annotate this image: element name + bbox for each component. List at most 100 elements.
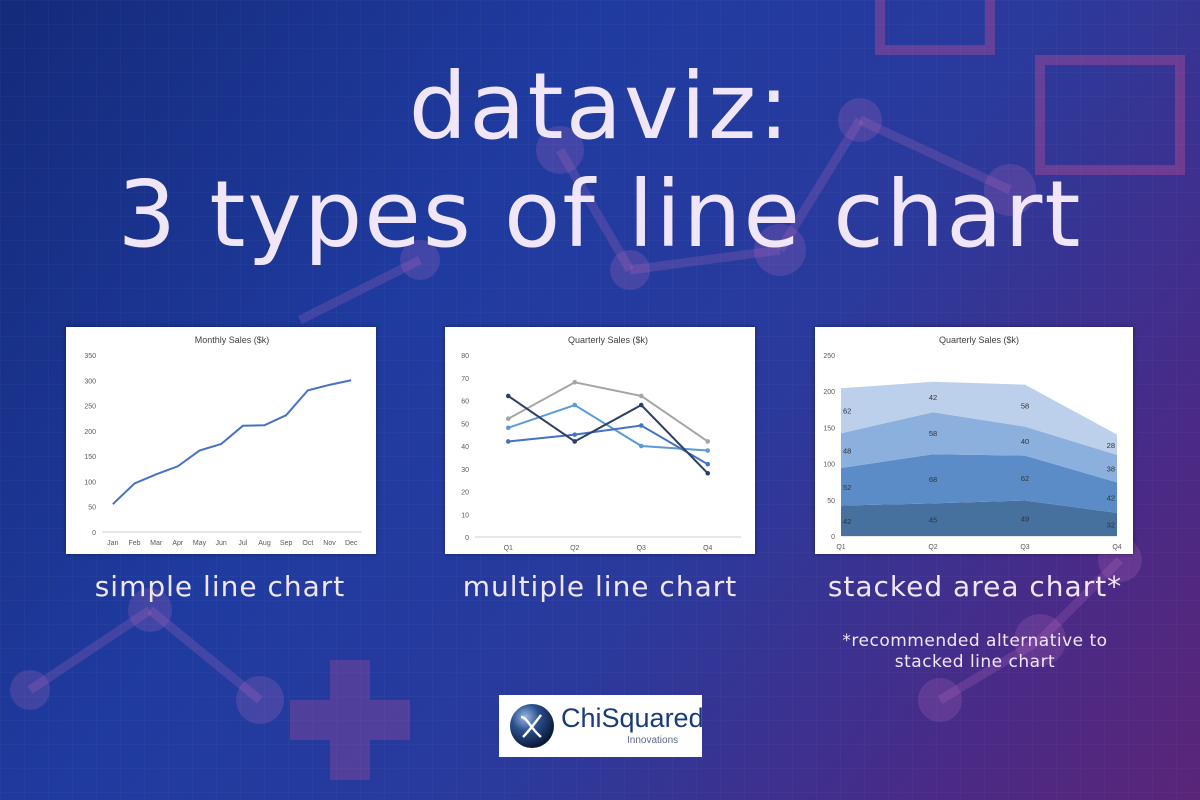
data-point — [638, 423, 644, 428]
data-label: 38 — [1107, 465, 1115, 474]
y-tick-label: 50 — [88, 505, 96, 512]
y-tick-label: 250 — [823, 353, 835, 360]
area-series — [841, 381, 1117, 455]
y-tick-label: 100 — [823, 462, 835, 469]
logo-subtitle: Innovations — [627, 735, 679, 746]
area-series — [841, 454, 1117, 513]
x-tick-label: Jan — [107, 540, 118, 547]
series-line — [507, 403, 708, 452]
logo-name: ChiSquared — [561, 703, 704, 733]
data-point — [638, 443, 644, 449]
y-tick-label: 150 — [84, 454, 96, 461]
y-tick-label: 150 — [823, 425, 835, 432]
y-tick-label: 20 — [461, 490, 469, 497]
multiple-line-chart-panel: Quarterly Sales ($k) 0 10 20 30 40 50 60 70 80 Q1 Q… — [445, 327, 755, 554]
data-label: 28 — [1107, 441, 1115, 450]
y-tick-label: 50 — [827, 498, 835, 505]
data-label: 68 — [929, 475, 937, 484]
data-label: 40 — [1021, 437, 1029, 446]
stacked-area-chart: Quarterly Sales ($k) 0 50 100 150 200 250 Q1 Q2 Q… — [823, 335, 1121, 551]
simple-line-chart-panel: Monthly Sales ($k) 0 50 100 150 200 250 300 350 J… — [66, 327, 376, 554]
y-tick-label: 10 — [461, 512, 469, 519]
caption-stacked-area-chart: stacked area chart* — [827, 570, 1123, 603]
x-tick-label: Q3 — [637, 545, 646, 552]
data-point — [572, 380, 578, 385]
area-series — [841, 500, 1117, 536]
data-label: 62 — [843, 407, 851, 416]
y-tick-label: 200 — [823, 389, 835, 396]
x-tick-label: Q2 — [570, 545, 579, 552]
multiple-line-chart: Quarterly Sales ($k) 0 10 20 30 40 50 60 70 80 Q1 Q… — [461, 335, 741, 552]
x-tick-label: Q1 — [836, 544, 845, 551]
footnote-line-1: *recommended alternative to — [842, 631, 1108, 651]
x-tick-label: Apr — [172, 540, 184, 547]
y-tick-label: 40 — [461, 444, 469, 451]
x-tick-label: Q4 — [703, 545, 712, 552]
data-label: 52 — [843, 483, 851, 492]
data-point — [638, 402, 644, 408]
page-title-line-1: dataviz: — [408, 53, 792, 160]
data-label: 42 — [1107, 494, 1115, 503]
chart-title: Quarterly Sales ($k) — [939, 335, 1019, 345]
data-label: 45 — [929, 516, 937, 525]
y-tick-label: 250 — [84, 404, 96, 411]
data-label: 58 — [929, 429, 937, 438]
chart-title: Monthly Sales ($k) — [195, 335, 270, 345]
x-tick-label: Q1 — [504, 545, 513, 552]
data-point — [505, 393, 511, 399]
series-line — [508, 424, 709, 466]
x-tick-label: May — [193, 540, 207, 547]
data-point — [705, 448, 711, 453]
x-tick-label: Jun — [216, 540, 227, 547]
y-tick-label: 200 — [84, 429, 96, 436]
data-point — [572, 402, 578, 408]
chart-title: Quarterly Sales ($k) — [568, 335, 648, 345]
y-tick-label: 60 — [461, 399, 469, 406]
data-label: 42 — [843, 517, 851, 526]
data-point — [505, 416, 511, 421]
x-tick-label: Dec — [345, 540, 358, 547]
data-point — [705, 439, 711, 444]
x-tick-label: Q3 — [1020, 544, 1029, 551]
x-tick-label: Sep — [280, 540, 293, 547]
data-label: 32 — [1107, 520, 1115, 529]
y-tick-label: 100 — [84, 479, 96, 486]
data-point — [572, 432, 578, 437]
area-series — [841, 412, 1117, 483]
y-tick-label: 0 — [831, 534, 835, 541]
data-point — [572, 439, 578, 444]
x-tick-label: Jul — [238, 540, 247, 547]
y-tick-label: 30 — [461, 467, 469, 474]
x-tick-label: Q2 — [928, 544, 937, 551]
data-label: 62 — [1021, 474, 1029, 483]
x-tick-label: Feb — [128, 540, 140, 547]
data-point — [705, 471, 711, 476]
data-point — [505, 425, 511, 431]
data-point — [505, 439, 511, 444]
x-tick-label: Q4 — [1112, 544, 1121, 551]
stacked-area-chart-panel: Quarterly Sales ($k) 0 50 100 150 200 250 Q1 Q2 Q… — [815, 327, 1133, 554]
series-line — [507, 395, 709, 474]
y-tick-label: 0 — [465, 535, 469, 542]
y-tick-label: 300 — [84, 378, 96, 385]
x-tick-label: Oct — [302, 540, 313, 547]
y-tick-label: 0 — [92, 530, 96, 537]
caption-simple-line-chart: simple line chart — [94, 570, 346, 603]
page-title-line-2: 3 types of line chart — [117, 161, 1083, 268]
x-tick-label: Aug — [258, 540, 271, 547]
simple-line-chart: Monthly Sales ($k) 0 50 100 150 200 250 300 350 J… — [84, 335, 362, 547]
footnote-line-2: stacked line chart — [894, 652, 1056, 672]
data-point — [638, 393, 644, 399]
caption-multiple-line-chart: multiple line chart — [462, 570, 738, 603]
chisquared-logo: ChiSquared Innovations — [499, 695, 704, 757]
data-point — [705, 461, 711, 467]
data-label: 42 — [929, 393, 937, 402]
y-tick-label: 350 — [84, 353, 96, 360]
y-tick-label: 70 — [461, 376, 469, 383]
data-label: 58 — [1021, 402, 1029, 411]
series-line — [112, 379, 352, 505]
x-tick-label: Nov — [323, 540, 336, 547]
x-tick-label: Mar — [150, 540, 163, 547]
y-tick-label: 80 — [461, 353, 469, 360]
chi-orb-icon — [510, 704, 554, 748]
